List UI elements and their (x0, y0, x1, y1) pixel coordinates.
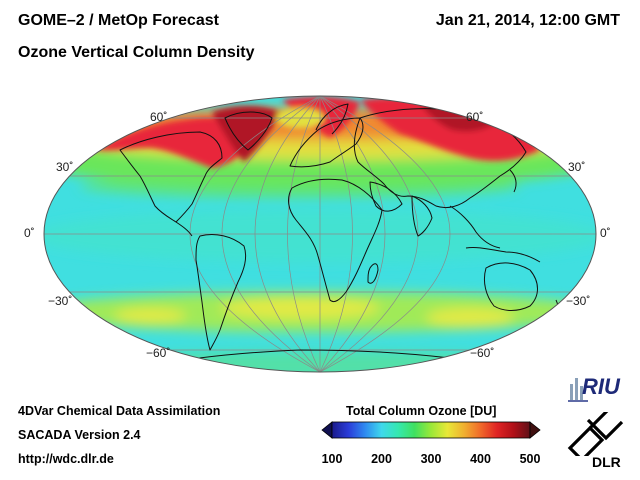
riu-logo: RIU (568, 374, 630, 404)
lat-label-30s-left: −30˚ (48, 294, 73, 308)
colorbar-tick-label: 300 (420, 452, 442, 466)
southern-band-max-3 (114, 308, 186, 324)
coastline-madagascar (367, 263, 379, 284)
colorbar-tick-label: 200 (371, 452, 392, 466)
coastline-greenland (224, 111, 273, 151)
ozone-field (44, 96, 596, 372)
colorbar-tick-label: 100 (321, 452, 343, 466)
title-line-1: GOME–2 / MetOp Forecast (18, 12, 219, 29)
meridian-line (254, 96, 321, 372)
colorbar-tick-label: 500 (519, 452, 541, 466)
lat-label-0-left: 0˚ (24, 226, 35, 240)
lat-label-0-right: 0˚ (600, 226, 611, 240)
high-ozone-greenland (212, 106, 280, 162)
coastline-north-america (119, 131, 223, 223)
lat-label-60s-right: −60˚ (470, 346, 495, 360)
dlr-logo: DLR (562, 406, 632, 476)
coastline-south-america (195, 233, 247, 351)
dlr-logo-text: DLR (592, 454, 621, 470)
coastline-southeast-asia (449, 205, 501, 249)
dlr-emblem-icon (567, 406, 624, 463)
colorbar-tick-label: 400 (470, 452, 491, 466)
coastline-europe (289, 117, 364, 168)
meridian-line (319, 96, 419, 372)
map-border (43, 95, 597, 373)
meridian-line (221, 96, 321, 372)
lat-label-60n-left: 60˚ (150, 110, 168, 124)
coastline-australia (483, 262, 538, 311)
lat-label-30n-right: 30˚ (568, 160, 586, 174)
footer-version: SACADA Version 2.4 (18, 428, 141, 442)
coastline-india (411, 195, 433, 237)
southern-band-max-1 (220, 297, 380, 319)
coastline-africa (288, 178, 383, 303)
meridian-line (319, 96, 451, 372)
coastline-japan (509, 169, 517, 193)
riu-bars-icon (568, 378, 588, 402)
footer-method: 4DVar Chemical Data Assimilation (18, 404, 221, 418)
riu-logo-text: RIU (582, 374, 620, 399)
footer-website-link[interactable]: http://wdc.dlr.de (18, 452, 114, 466)
lat-label-60n-right: 60˚ (466, 110, 484, 124)
title-line-2: Ozone Vertical Column Density (18, 44, 255, 61)
high-ozone-north-america (95, 117, 262, 168)
meridian-line (319, 96, 386, 372)
coastline-central-america (175, 221, 193, 237)
coastline-arabia (369, 181, 403, 212)
coastline-scandinavia (315, 103, 349, 135)
colorbar-title: Total Column Ozone [DU] (346, 404, 497, 418)
meridian-line (287, 96, 321, 372)
lat-label-60s-left: −60˚ (146, 346, 171, 360)
lat-label-30s-right: −30˚ (566, 294, 591, 308)
lat-label-30n-left: 30˚ (56, 160, 74, 174)
northern-green-belt-2 (80, 174, 520, 198)
southern-band-max-2 (426, 308, 514, 328)
forecast-datetime: Jan 21, 2014, 12:00 GMT (435, 12, 620, 29)
coastline-indonesia (465, 247, 541, 263)
